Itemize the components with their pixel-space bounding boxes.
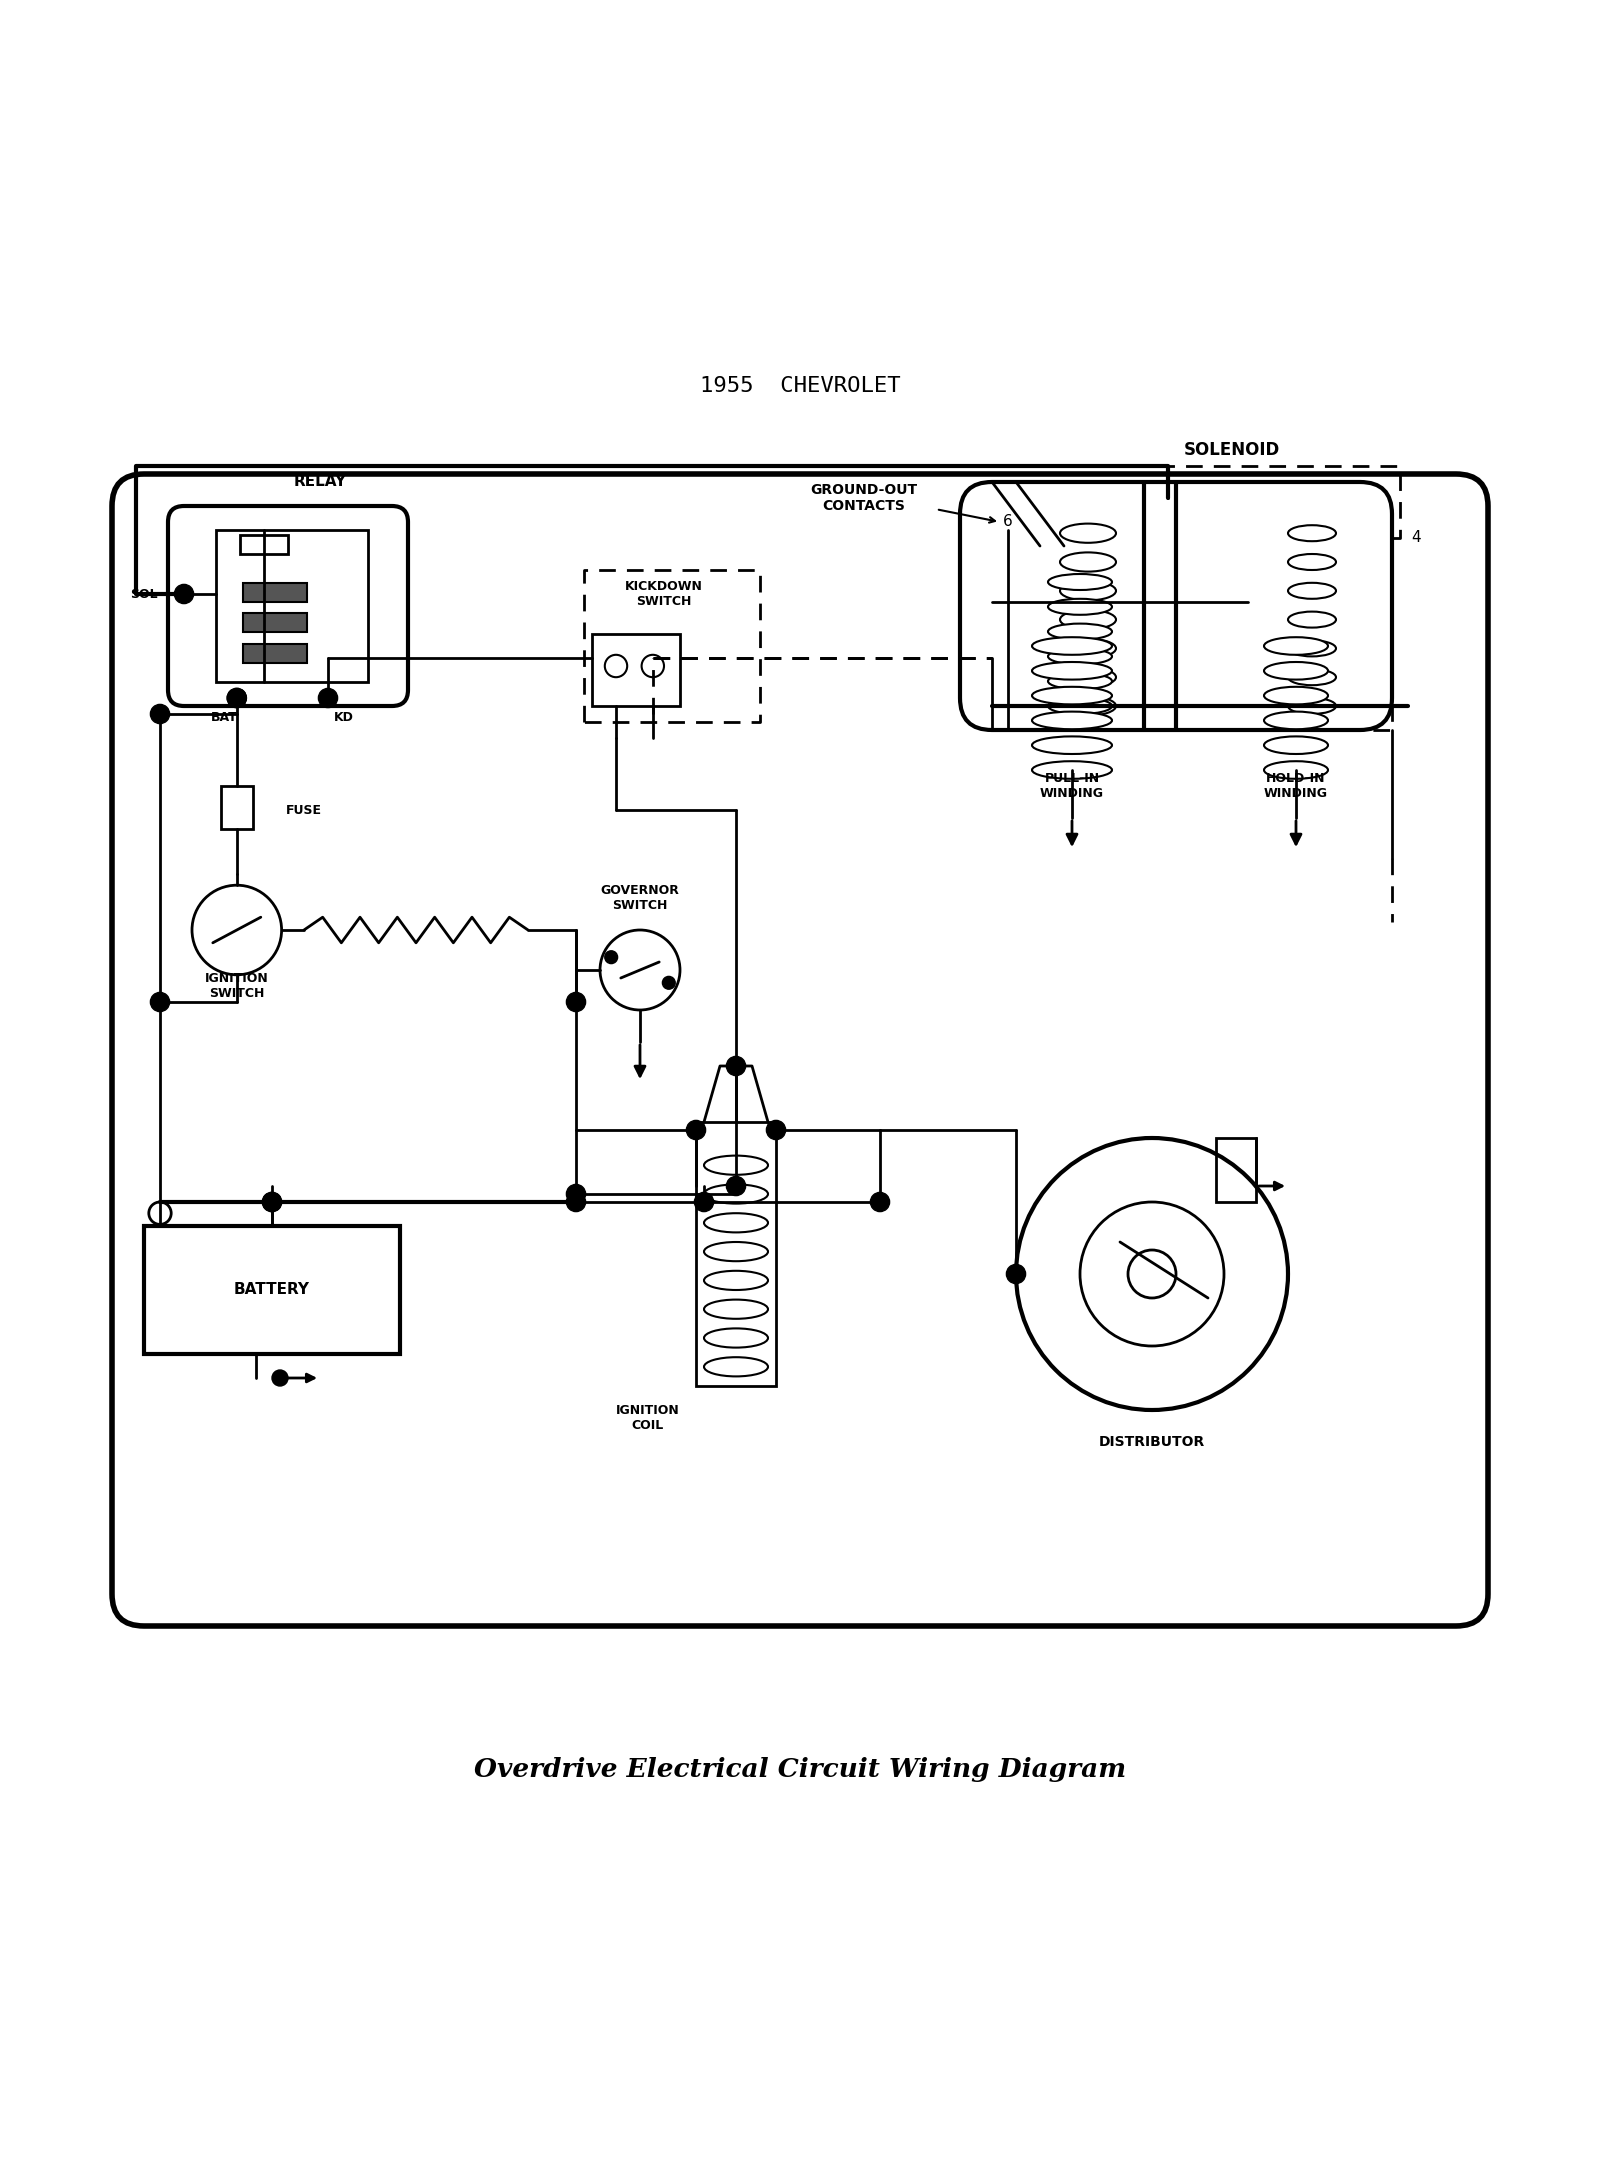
Circle shape (227, 688, 246, 708)
Ellipse shape (1264, 662, 1328, 679)
Text: GROUND-OUT
CONTACTS: GROUND-OUT CONTACTS (811, 483, 917, 513)
Ellipse shape (1264, 686, 1328, 705)
Ellipse shape (1264, 762, 1328, 779)
Ellipse shape (1059, 697, 1117, 716)
Text: Overdrive Electrical Circuit Wiring Diagram: Overdrive Electrical Circuit Wiring Diag… (474, 1757, 1126, 1783)
Text: DISTRIBUTOR: DISTRIBUTOR (1099, 1435, 1205, 1450)
Text: BATTERY: BATTERY (234, 1283, 310, 1298)
Circle shape (272, 1370, 288, 1385)
Ellipse shape (1032, 636, 1112, 656)
Text: KD: KD (334, 710, 354, 723)
Circle shape (150, 705, 170, 723)
Text: SOL: SOL (130, 586, 158, 599)
Ellipse shape (1288, 582, 1336, 599)
Circle shape (726, 1177, 746, 1195)
Bar (221, 786, 253, 829)
Bar (144, 1227, 400, 1355)
Text: RELAY: RELAY (293, 474, 347, 489)
Bar (696, 1121, 776, 1385)
Ellipse shape (704, 1242, 768, 1262)
Text: PULL-IN
WINDING: PULL-IN WINDING (1040, 773, 1104, 801)
Ellipse shape (1288, 669, 1336, 686)
Text: HOLD-IN
WINDING: HOLD-IN WINDING (1264, 773, 1328, 801)
Circle shape (870, 1192, 890, 1212)
Ellipse shape (1032, 662, 1112, 679)
Ellipse shape (1048, 573, 1112, 591)
Ellipse shape (704, 1156, 768, 1175)
Circle shape (605, 950, 618, 963)
Text: GOVERNOR
SWITCH: GOVERNOR SWITCH (600, 885, 680, 911)
Text: SOLENOID: SOLENOID (1184, 441, 1280, 459)
Ellipse shape (1048, 599, 1112, 615)
Circle shape (262, 1192, 282, 1212)
Circle shape (318, 688, 338, 708)
Ellipse shape (1059, 638, 1117, 658)
Bar (240, 535, 288, 554)
Ellipse shape (1059, 610, 1117, 630)
Ellipse shape (1059, 669, 1117, 686)
Ellipse shape (1059, 582, 1117, 599)
Circle shape (227, 688, 246, 708)
Circle shape (566, 1184, 586, 1203)
Circle shape (566, 993, 586, 1011)
Bar (592, 634, 680, 705)
Ellipse shape (1288, 612, 1336, 628)
Ellipse shape (704, 1214, 768, 1233)
Circle shape (694, 1192, 714, 1212)
Ellipse shape (1288, 641, 1336, 656)
Text: BAT: BAT (211, 710, 237, 723)
Circle shape (262, 1192, 282, 1212)
Ellipse shape (1048, 673, 1112, 688)
Text: IGNITION
COIL: IGNITION COIL (616, 1404, 680, 1433)
Ellipse shape (704, 1357, 768, 1376)
Ellipse shape (704, 1301, 768, 1318)
Ellipse shape (1048, 649, 1112, 664)
Ellipse shape (704, 1329, 768, 1348)
Ellipse shape (1059, 524, 1117, 543)
Circle shape (726, 1056, 746, 1076)
Text: FUSE: FUSE (286, 803, 322, 816)
Bar (243, 612, 307, 632)
Text: 6: 6 (1003, 515, 1013, 530)
Bar (243, 582, 307, 602)
Text: KICKDOWN
SWITCH: KICKDOWN SWITCH (626, 580, 702, 608)
Ellipse shape (704, 1270, 768, 1290)
Bar (243, 643, 307, 662)
Ellipse shape (1264, 712, 1328, 729)
Ellipse shape (1288, 699, 1336, 714)
Ellipse shape (1032, 762, 1112, 779)
Text: 1955  CHEVROLET: 1955 CHEVROLET (699, 377, 901, 396)
Ellipse shape (1032, 712, 1112, 729)
Ellipse shape (1032, 686, 1112, 705)
Text: IGNITION
SWITCH: IGNITION SWITCH (205, 972, 269, 1000)
Circle shape (1006, 1264, 1026, 1283)
Ellipse shape (1059, 552, 1117, 571)
Ellipse shape (1264, 736, 1328, 753)
Circle shape (150, 993, 170, 1011)
Ellipse shape (1288, 526, 1336, 541)
Ellipse shape (704, 1184, 768, 1203)
Circle shape (566, 1192, 586, 1212)
Text: 4: 4 (1411, 530, 1421, 545)
Ellipse shape (1032, 736, 1112, 753)
Circle shape (174, 584, 194, 604)
Ellipse shape (1048, 623, 1112, 641)
Ellipse shape (1048, 699, 1112, 714)
Circle shape (766, 1121, 786, 1140)
Bar (1216, 1138, 1256, 1201)
Circle shape (686, 1121, 706, 1140)
Ellipse shape (1288, 554, 1336, 569)
Ellipse shape (1264, 636, 1328, 656)
Circle shape (662, 976, 675, 989)
Bar (216, 530, 368, 682)
